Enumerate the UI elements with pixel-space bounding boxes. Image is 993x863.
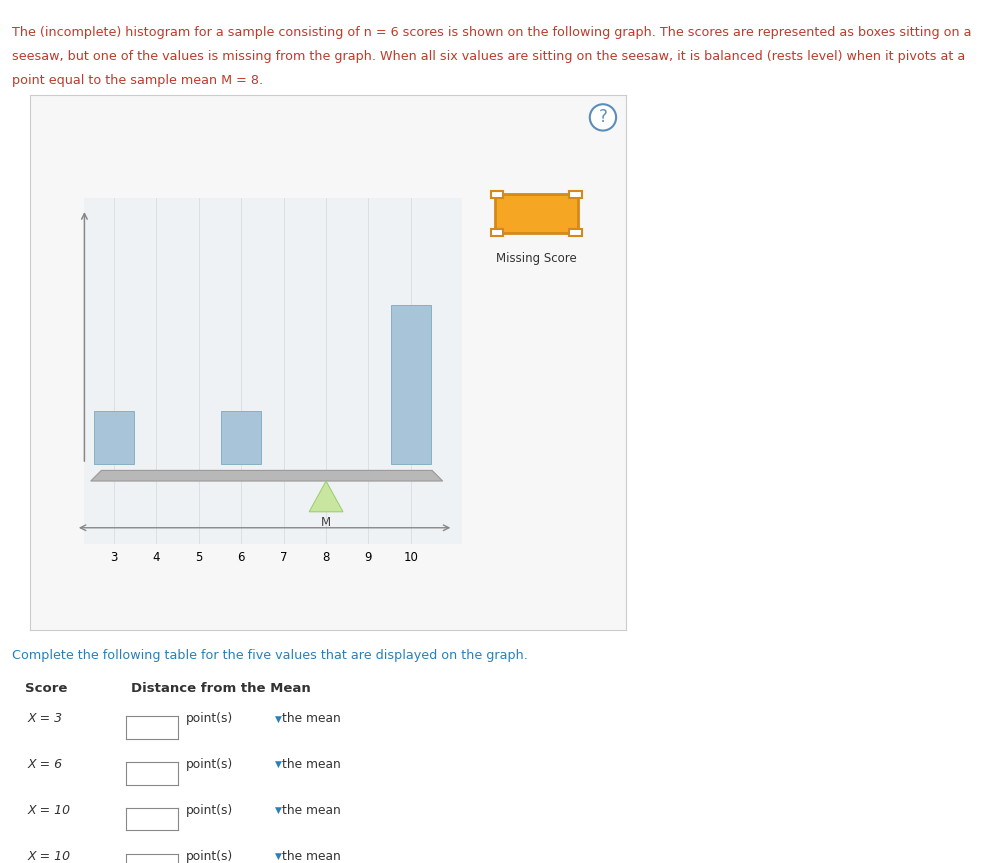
Text: M: M [321,516,331,529]
Text: ▼: ▼ [275,852,282,860]
Text: seesaw, but one of the values is missing from the graph. When all six values are: seesaw, but one of the values is missing… [12,50,965,63]
Text: X = 3: X = 3 [28,713,63,726]
Bar [569,192,582,198]
Text: point(s): point(s) [186,713,233,726]
Text: X = 10: X = 10 [28,804,71,817]
Bar [569,229,582,236]
Bar [495,194,578,233]
Bar [221,411,261,464]
Text: Complete the following table for the five values that are displayed on the graph: Complete the following table for the fiv… [12,649,528,662]
Text: point(s): point(s) [186,850,233,863]
Text: the mean: the mean [282,804,341,817]
Text: Distance from the Mean: Distance from the Mean [131,682,311,695]
Text: X = 10: X = 10 [28,850,71,863]
Text: ▼: ▼ [275,806,282,815]
Text: ▼: ▼ [275,760,282,769]
Bar [491,192,503,198]
Text: X = 6: X = 6 [28,759,63,772]
Bar [491,229,503,236]
Text: point(s): point(s) [186,804,233,817]
Text: Score: Score [25,682,68,695]
Text: The (incomplete) histogram for a sample consisting of n = 6 scores is shown on t: The (incomplete) histogram for a sample … [12,26,971,39]
Text: the mean: the mean [282,850,341,863]
Text: ?: ? [599,109,608,126]
Polygon shape [309,481,343,512]
Bar [94,411,134,464]
Text: point(s): point(s) [186,759,233,772]
Text: Missing Score: Missing Score [496,252,577,265]
Text: ▼: ▼ [275,715,282,723]
Polygon shape [90,470,443,481]
Text: point equal to the sample mean M = 8.: point equal to the sample mean M = 8. [12,74,263,87]
Bar [391,305,431,464]
Text: the mean: the mean [282,759,341,772]
Text: the mean: the mean [282,713,341,726]
